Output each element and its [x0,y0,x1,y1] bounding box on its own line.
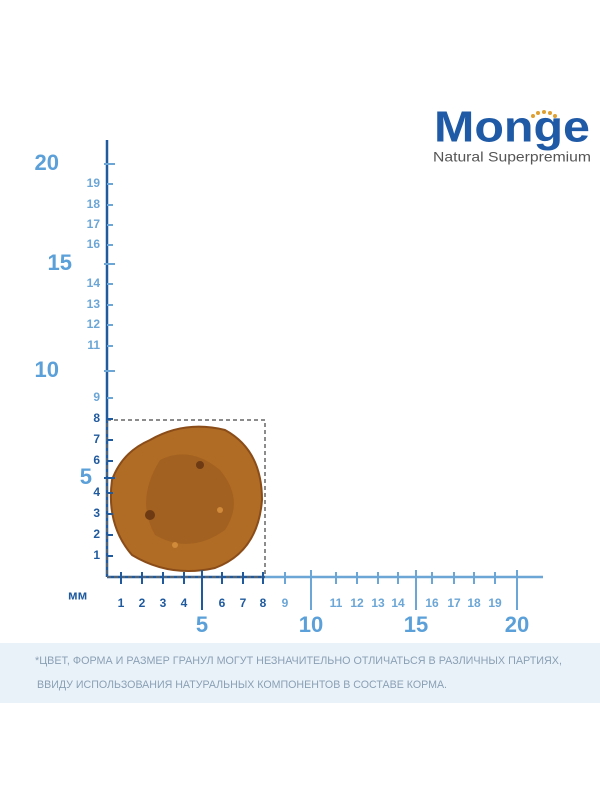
x-tick-label: 8 [260,596,267,610]
y-tick-label: 7 [93,432,100,446]
x-tick-label: 18 [467,596,481,610]
y-tick-label-large: 10 [35,357,59,382]
y-tick-label: 18 [87,197,101,211]
disclaimer-line: ВВИДУ ИСПОЛЬЗОВАНИЯ НАТУРАЛЬНЫХ КОМПОНЕН… [37,679,447,691]
y-tick-label: 6 [93,453,100,467]
y-tick-label: 9 [93,390,100,404]
y-tick-label: 4 [93,485,100,499]
disclaimer-band [0,643,600,703]
logo-crown [531,110,557,118]
y-tick-label-large: 5 [80,464,92,489]
y-tick-label: 8 [93,411,100,425]
unit-label: мм [68,587,87,602]
y-tick-label: 16 [87,237,101,251]
y-tick-label: 19 [87,176,101,190]
x-tick-label: 4 [181,596,188,610]
y-tick-label: 3 [93,506,100,520]
disclaimer-line: *ЦВЕТ, ФОРМА И РАЗМЕР ГРАНУЛ МОГУТ НЕЗНА… [35,655,562,667]
y-tick-label-large: 20 [35,150,59,175]
kibble [109,425,264,573]
logo-tagline: Natural Superpremium [433,149,591,165]
x-tick-label: 17 [447,596,461,610]
y-tick-label: 14 [87,276,101,290]
x-tick-label: 14 [391,596,405,610]
x-tick-label: 3 [160,596,167,610]
x-tick-label: 9 [282,596,289,610]
x-tick-label: 12 [350,596,364,610]
y-tick-label: 2 [93,527,100,541]
x-tick-label-large: 20 [505,612,529,637]
y-tick-label: 11 [87,338,100,352]
x-tick-label: 6 [219,596,226,610]
x-tick-label: 13 [371,596,385,610]
y-tick-label: 13 [87,297,101,311]
x-tick-label: 7 [240,596,247,610]
y-tick-label: 12 [87,317,101,331]
x-tick-label: 16 [425,596,439,610]
logo-brand: Monge [434,103,590,152]
y-tick-label-large: 15 [48,250,72,275]
x-tick-label-large: 15 [404,612,428,637]
x-tick-label-large: 10 [299,612,323,637]
y-tick-label: 1 [93,548,100,562]
x-tick-label: 1 [118,596,125,610]
x-tick-label-large: 5 [196,612,208,637]
x-tick-label: 2 [139,596,146,610]
y-tick-label: 17 [87,217,101,231]
x-tick-label: 11 [330,596,343,610]
x-tick-label: 19 [488,596,502,610]
